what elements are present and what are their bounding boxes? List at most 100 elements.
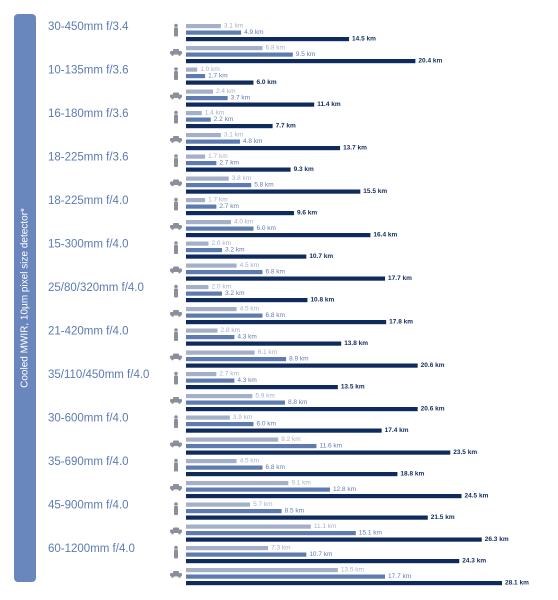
vehicle-icon	[170, 136, 182, 143]
bar	[186, 341, 342, 346]
icon-wheel	[178, 271, 181, 274]
icon-wheel	[171, 184, 174, 187]
person-icon	[174, 502, 178, 515]
icon-cabin	[173, 484, 179, 487]
bar	[186, 189, 361, 194]
person-icon	[174, 67, 178, 80]
value-label: 2.7 km	[219, 371, 239, 378]
icon-head	[174, 328, 178, 332]
bar	[186, 487, 330, 492]
icon-head	[174, 545, 178, 550]
bar	[186, 546, 269, 551]
bar	[186, 472, 398, 477]
icon-cabin	[173, 440, 179, 443]
bar	[186, 204, 217, 209]
icon-wheel	[178, 488, 181, 491]
value-label: 17.7 km	[388, 573, 411, 580]
icon-head	[174, 241, 178, 245]
icon-wheel	[178, 401, 181, 404]
vehicle-icon	[170, 310, 182, 317]
value-label: 4.5 km	[240, 458, 260, 465]
value-label: 6.0 km	[256, 421, 276, 428]
bar	[186, 357, 287, 362]
person-icon	[174, 328, 178, 341]
icon-wheel	[178, 314, 181, 317]
bar	[186, 146, 341, 151]
bar	[186, 422, 254, 427]
value-label: 9.6 km	[297, 210, 317, 217]
side-panel	[14, 14, 36, 582]
value-label: 20.6 km	[421, 406, 445, 413]
value-label: 3.2 km	[225, 290, 245, 297]
bar	[186, 574, 386, 579]
bar	[186, 80, 254, 85]
value-label: 8.5 km	[285, 508, 305, 515]
value-label: 9.3 km	[294, 166, 314, 173]
bar	[186, 531, 356, 536]
value-label: 12.8 km	[333, 486, 356, 493]
value-label: 1.7 km	[208, 153, 228, 160]
icon-wheel	[178, 358, 181, 361]
icon-wheel	[178, 227, 181, 230]
icon-cabin	[173, 353, 179, 356]
value-label: 24.3 km	[462, 558, 486, 565]
icon-body	[174, 201, 178, 211]
bar	[186, 437, 279, 442]
value-label: 23.5 km	[453, 449, 477, 456]
value-label: 7.7 km	[276, 123, 296, 130]
bar	[186, 465, 263, 470]
value-label: 1.7 km	[208, 197, 228, 204]
bar	[186, 350, 255, 355]
icon-head	[174, 502, 178, 506]
value-label: 11.1 km	[314, 523, 337, 530]
value-label: 9.5 km	[296, 51, 316, 58]
value-label: 9.1 km	[291, 480, 311, 487]
bar	[186, 378, 235, 383]
value-label: 17.7 km	[388, 275, 412, 282]
icon-body	[174, 506, 178, 515]
bar	[186, 52, 293, 57]
category-label: 60-1200mm f/4.0	[48, 543, 135, 555]
person-icon	[174, 284, 178, 298]
bar	[186, 198, 206, 203]
icon-wheel	[171, 53, 174, 56]
vehicle-icon	[170, 397, 182, 404]
bar	[186, 298, 308, 303]
icon-wheel	[178, 53, 181, 56]
side-label: Cooled MWIR, 10µm pixel size detector*	[20, 208, 31, 388]
value-label: 7.3 km	[271, 545, 291, 552]
value-label: 21.5 km	[431, 514, 455, 521]
icon-head	[174, 110, 178, 115]
person-icon	[174, 23, 178, 37]
icon-wheel	[178, 140, 181, 143]
value-label: 24.5 km	[465, 493, 489, 500]
icon-wheel	[178, 184, 181, 187]
value-label: 4.0 km	[234, 219, 254, 226]
bar	[186, 233, 371, 238]
icon-cabin	[173, 92, 179, 95]
bar	[186, 291, 222, 296]
bar	[186, 211, 294, 216]
vehicle-icon	[170, 440, 182, 448]
bar	[186, 394, 253, 399]
icon-wheel	[171, 140, 174, 143]
icon-head	[174, 197, 178, 202]
icon-body	[174, 114, 178, 124]
value-label: 18.8 km	[400, 471, 424, 478]
value-label: 6.0 km	[256, 225, 276, 232]
bar	[186, 537, 482, 542]
bar	[186, 509, 282, 514]
icon-body	[174, 288, 178, 298]
value-label: 10.8 km	[310, 297, 334, 304]
category-label: 30-450mm f/3.4	[48, 21, 129, 33]
icon-body	[174, 71, 178, 80]
value-label: 2.7 km	[219, 160, 239, 167]
vehicle-icon	[170, 484, 182, 491]
value-label: 10.7 km	[309, 253, 333, 260]
bar	[186, 67, 198, 72]
icon-body	[174, 332, 178, 341]
icon-body	[174, 462, 178, 472]
value-label: 13.5 km	[341, 384, 365, 391]
bar	[186, 117, 211, 122]
